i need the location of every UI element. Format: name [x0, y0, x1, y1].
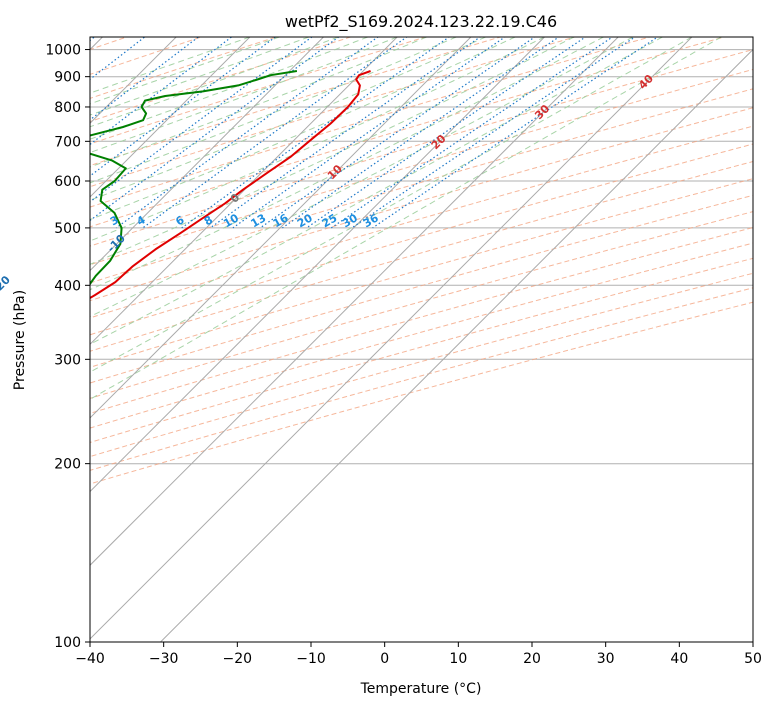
dry-adiabat-line: [90, 194, 753, 384]
y-tick-label: 500: [54, 221, 81, 237]
dry-adiabat-line: [90, 161, 753, 352]
y-tick-label: 900: [54, 70, 81, 86]
x-tick-label: −30: [149, 651, 179, 667]
y-tick-label: 600: [54, 174, 81, 190]
dry-adiabat-line: [90, 37, 652, 208]
mixing-ratio-line: [259, 37, 536, 229]
isotherm-line: [90, 37, 398, 346]
profile-series: [90, 70, 371, 300]
x-tick-label: −40: [75, 651, 105, 667]
moist-adiabat-line: [90, 37, 545, 242]
mixing-ratio-line: [142, 37, 408, 229]
isotherm-line: [90, 37, 251, 198]
mixing-ratio-line: [90, 37, 277, 177]
mixing-ratio-line: [115, 37, 379, 229]
y-tick-label: 1000: [45, 43, 81, 59]
moist-adiabat-line: [90, 37, 575, 265]
isotherm-line: [90, 37, 693, 640]
isotherm-line: [90, 37, 546, 493]
dewpoint-profile-line: [90, 70, 298, 286]
isotherm-line: [90, 37, 325, 272]
dry-adiabat-line: [90, 37, 428, 145]
x-axis-title: Temperature (°C): [360, 681, 482, 697]
dry-adiabats: [90, 37, 753, 485]
skewed-isotherms: [90, 37, 753, 642]
isotherm-line: [159, 48, 753, 642]
moist-adiabat-line: [90, 37, 722, 400]
y-tick-label: 700: [54, 134, 81, 150]
x-tick-label: 0: [380, 651, 389, 667]
plot-frame: [89, 36, 754, 643]
dry-adiabat-line: [90, 301, 753, 485]
moist-adiabat-line: [90, 37, 280, 105]
dry-adiabat-line: [90, 178, 753, 368]
isotherm-line: [90, 37, 472, 419]
x-tick-label: 40: [670, 651, 688, 667]
x-tick-label: 30: [597, 651, 615, 667]
moist-adiabat-line: [90, 37, 634, 318]
y-tick-label: 200: [54, 457, 81, 473]
mixing-ratio-line: [209, 37, 482, 229]
mixing-ratio-lines: [90, 37, 659, 229]
moist-adiabat-line: [90, 37, 339, 128]
moist-adiabat-line: [90, 37, 516, 221]
mixing-ratio-line: [282, 37, 560, 229]
mixing-ratio-line: [90, 37, 233, 146]
mixing-ratio-line: [330, 37, 614, 229]
moist-adiabat-line: [90, 37, 398, 154]
y-tick-label: 400: [54, 278, 81, 294]
dry-adiabat-line: [90, 242, 753, 429]
mixing-ratio-line: [372, 37, 659, 229]
y-tick-label: 800: [54, 100, 81, 116]
y-tick-label: 300: [54, 352, 81, 368]
mixing-ratio-line: [351, 37, 637, 229]
moist-adiabat-line: [90, 37, 427, 168]
y-axis: 100 200 300 400 500 600 700 800 900 1000: [45, 43, 90, 651]
mixing-ratio-line: [90, 37, 340, 222]
dry-adiabat-line: [90, 49, 753, 247]
mixing-ratio-line: [90, 37, 313, 203]
mixing-ratio-line: [232, 37, 506, 229]
temperature-profile-line: [90, 70, 371, 300]
x-axis: −40 −30 −20 −10 0 10 20 30 40 50: [75, 642, 762, 667]
x-tick-label: 20: [523, 651, 541, 667]
dry-adiabat-line: [90, 257, 753, 443]
y-tick-label: 100: [54, 635, 81, 651]
y-axis-title: Pressure (hPa): [12, 290, 28, 390]
dry-adiabat-line: [90, 37, 577, 188]
dry-adiabat-line: [90, 37, 727, 228]
dry-adiabat-line: [90, 37, 502, 167]
x-tick-label: −20: [223, 651, 253, 667]
x-tick-label: −10: [296, 651, 326, 667]
moist-adiabat-line: [90, 37, 663, 345]
isotherm-line: [90, 37, 619, 566]
dry-adiabat-line: [90, 227, 753, 414]
mixing-ratio-line: [306, 37, 587, 229]
x-tick-label: 10: [449, 651, 467, 667]
moist-adiabat-line: [90, 37, 309, 116]
chart-title: wetPf2_S169.2024.123.22.19.C46: [285, 12, 557, 32]
x-tick-label: 50: [744, 651, 762, 667]
